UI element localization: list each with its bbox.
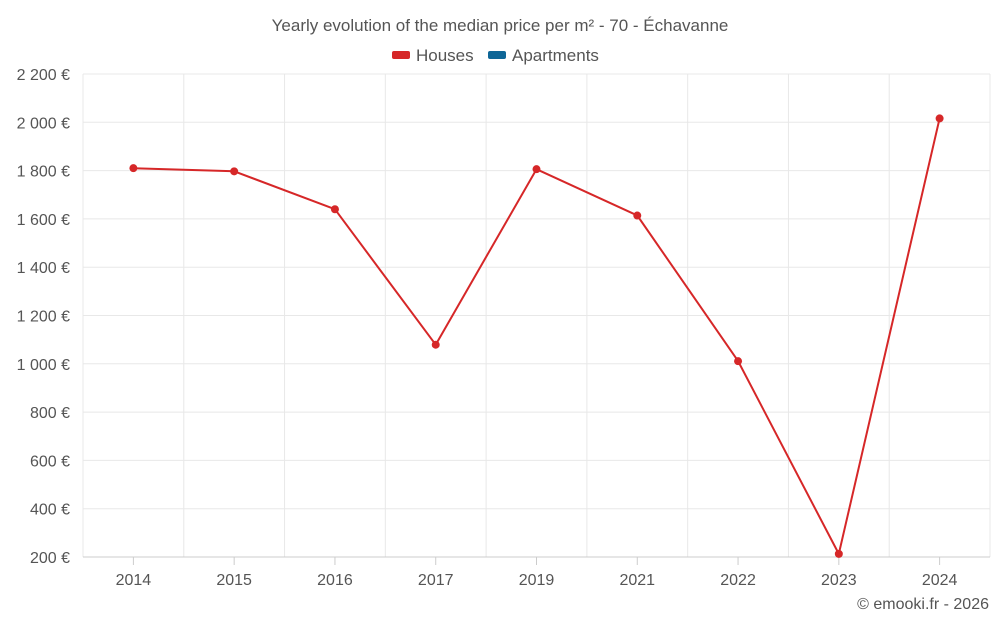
gridlines bbox=[82, 73, 991, 557]
y-tick-label: 200 € bbox=[30, 550, 70, 567]
chart-title: Yearly evolution of the median price per… bbox=[272, 16, 729, 35]
y-tick-label: 1 600 € bbox=[17, 212, 70, 229]
data-point-houses-2023[interactable] bbox=[834, 549, 843, 558]
y-tick-label: 1 400 € bbox=[17, 260, 70, 277]
x-tick-label: 2024 bbox=[922, 572, 958, 589]
x-axis: 2014 2015 2016 2017 2019 2021 2022 2023 2024 bbox=[83, 556, 990, 589]
credit-text: © emooki.fr - 2026 bbox=[857, 596, 989, 613]
x-tick-label: 2023 bbox=[821, 572, 857, 589]
x-tick-label: 2015 bbox=[216, 572, 252, 589]
y-tick-label: 2 000 € bbox=[17, 115, 70, 132]
data-point-houses-2024[interactable] bbox=[935, 114, 944, 123]
data-point-houses-2017[interactable] bbox=[431, 340, 440, 349]
x-tick-label: 2021 bbox=[619, 572, 655, 589]
legend-label-houses: Houses bbox=[416, 46, 474, 65]
x-tick-label: 2019 bbox=[519, 572, 555, 589]
legend-swatch-houses bbox=[392, 51, 410, 59]
x-tick-label: 2016 bbox=[317, 572, 353, 589]
y-tick-label: 400 € bbox=[30, 502, 70, 519]
legend-item-apartments[interactable]: Apartments bbox=[488, 46, 599, 65]
y-tick-label: 600 € bbox=[30, 453, 70, 470]
data-point-houses-2022[interactable] bbox=[734, 357, 743, 366]
legend: Houses Apartments bbox=[392, 46, 599, 65]
legend-swatch-apartments bbox=[488, 51, 506, 59]
y-tick-label: 1 800 € bbox=[17, 164, 70, 181]
series-line-houses bbox=[133, 118, 941, 555]
data-point-houses-2016[interactable] bbox=[330, 205, 339, 214]
y-tick-label: 800 € bbox=[30, 405, 70, 422]
legend-label-apartments: Apartments bbox=[512, 46, 599, 65]
x-tick-label: 2017 bbox=[418, 572, 454, 589]
series-houses bbox=[129, 114, 944, 558]
y-tick-label: 2 200 € bbox=[17, 67, 70, 84]
data-point-houses-2021[interactable] bbox=[633, 211, 642, 220]
y-axis: 200 € 400 € 600 € 800 € 1 000 € 1 200 € 1 400 … bbox=[17, 67, 70, 567]
y-tick-label: 1 000 € bbox=[17, 357, 70, 374]
y-tick-label: 1 200 € bbox=[17, 309, 70, 326]
data-point-houses-2015[interactable] bbox=[230, 167, 239, 176]
x-tick-label: 2014 bbox=[116, 572, 152, 589]
data-point-houses-2014[interactable] bbox=[129, 164, 138, 173]
legend-item-houses[interactable]: Houses bbox=[392, 46, 474, 65]
x-tick-label: 2022 bbox=[720, 572, 756, 589]
data-point-houses-2019[interactable] bbox=[532, 165, 541, 174]
